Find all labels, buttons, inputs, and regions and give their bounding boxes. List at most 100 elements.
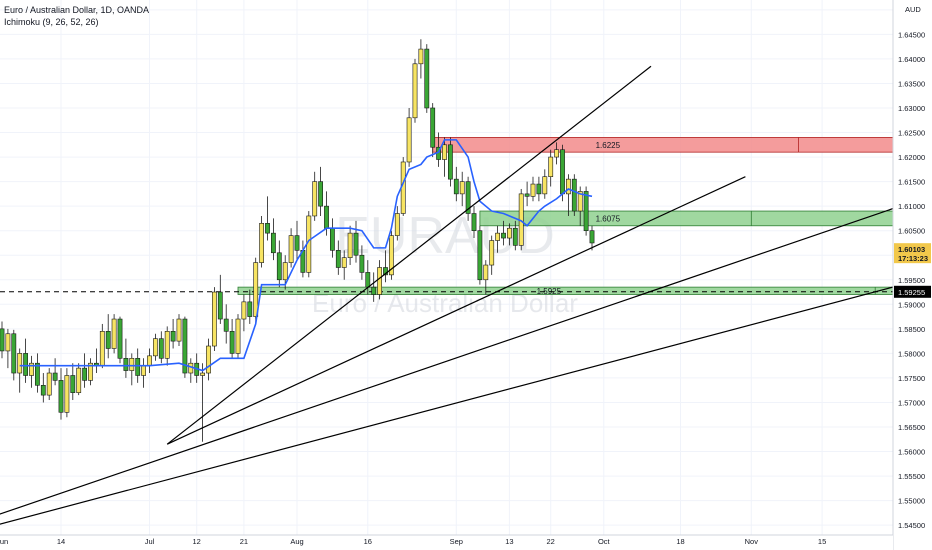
price-tick: 1.64000 xyxy=(898,55,925,64)
candle xyxy=(105,331,111,349)
candle xyxy=(129,358,135,371)
current-price-tag xyxy=(894,243,931,264)
price-tick: 1.54500 xyxy=(898,521,925,530)
candle xyxy=(453,178,459,195)
candle xyxy=(489,240,495,266)
candle xyxy=(288,235,294,263)
candle xyxy=(23,353,28,376)
price-tick: 1.55000 xyxy=(898,497,925,506)
candle xyxy=(477,230,483,281)
candle xyxy=(34,362,40,386)
candle xyxy=(64,375,70,413)
candle xyxy=(312,181,318,217)
candle xyxy=(241,301,247,320)
price-tick: 1.56500 xyxy=(898,423,925,432)
price-tick: 1.62000 xyxy=(898,153,925,162)
candle xyxy=(524,193,530,197)
candle xyxy=(536,183,542,195)
candles xyxy=(0,39,595,442)
kijun-line xyxy=(19,139,593,372)
zone-label: 1.6075 xyxy=(596,214,621,223)
candle xyxy=(371,286,377,295)
candle xyxy=(388,235,394,276)
trendline-1[interactable] xyxy=(166,65,652,445)
candle xyxy=(495,232,500,241)
candle xyxy=(46,372,52,396)
candle xyxy=(5,333,11,352)
candle xyxy=(542,176,548,195)
price-tick: 1.57000 xyxy=(898,398,925,407)
level-price: 1.59255 xyxy=(898,288,925,297)
trendline-2[interactable] xyxy=(166,176,746,445)
candle xyxy=(571,178,577,212)
candle xyxy=(276,252,282,281)
candle xyxy=(153,338,158,357)
candle xyxy=(347,232,353,258)
candle xyxy=(141,365,146,376)
candle xyxy=(247,301,253,317)
candle xyxy=(217,291,223,320)
candle xyxy=(560,149,565,195)
candle xyxy=(512,227,518,246)
candle xyxy=(229,331,235,354)
time-label: Aug xyxy=(290,537,303,546)
candle xyxy=(29,362,34,376)
candle xyxy=(117,318,123,359)
price-tick: 1.61500 xyxy=(898,178,925,187)
candle xyxy=(164,331,170,359)
time-label: 16 xyxy=(364,537,372,546)
candle xyxy=(111,318,117,349)
time-label: Sep xyxy=(450,537,463,546)
candle xyxy=(170,331,176,342)
price-tick: 1.63500 xyxy=(898,79,925,88)
grid xyxy=(0,0,893,535)
time-label: 15 xyxy=(818,537,826,546)
candle xyxy=(447,144,453,180)
candle xyxy=(589,230,595,244)
candle xyxy=(70,375,76,393)
candle xyxy=(506,227,512,239)
time-axis[interactable]: Jun 14 Jul 12 21 Aug 16 Sep 13 22 Oct 18 Nov 15 xyxy=(0,534,893,550)
candle xyxy=(147,355,152,366)
price-tick: 1.57500 xyxy=(898,374,925,383)
symbol-title[interactable]: Euro / Australian Dollar, 1D, OANDA xyxy=(4,5,150,15)
candle xyxy=(530,183,536,197)
time-label: 14 xyxy=(57,537,65,546)
candle xyxy=(52,372,58,381)
price-tick: 1.59500 xyxy=(898,276,925,285)
candle xyxy=(341,257,347,268)
candle xyxy=(548,156,554,177)
time-label: 13 xyxy=(505,537,513,546)
candle xyxy=(223,318,229,332)
indicator-title[interactable]: Ichimoku (9, 26, 52, 26) xyxy=(4,17,99,27)
price-axis[interactable]: AUD 1.64500 1.64000 1.63500 1.63000 1.62500 1.… xyxy=(892,0,932,550)
candle xyxy=(318,181,323,207)
candle xyxy=(406,117,412,163)
price-tick: 1.56000 xyxy=(898,448,925,457)
candle xyxy=(329,227,335,251)
level-tag xyxy=(894,285,931,298)
candle xyxy=(259,223,264,263)
price-tick: 1.55500 xyxy=(898,472,925,481)
current-price: 1.60103 xyxy=(898,245,925,254)
candle xyxy=(123,358,129,371)
zone-1.6075 xyxy=(479,210,894,227)
trendline-4[interactable] xyxy=(0,286,894,525)
candle xyxy=(418,48,424,65)
candle xyxy=(235,318,241,354)
trendline-3[interactable] xyxy=(0,208,894,516)
candle xyxy=(359,254,365,273)
candle xyxy=(135,358,141,376)
candle xyxy=(294,235,300,251)
currency-label: AUD xyxy=(905,5,921,14)
price-tick: 1.62500 xyxy=(898,129,925,138)
time-label: Jun xyxy=(0,537,8,546)
candle xyxy=(365,272,371,288)
candle xyxy=(176,318,182,342)
kijun-polyline xyxy=(19,139,593,372)
candle xyxy=(353,232,359,256)
time-label: 18 xyxy=(676,537,684,546)
time-axis-bg xyxy=(0,535,893,550)
candle xyxy=(182,318,188,374)
